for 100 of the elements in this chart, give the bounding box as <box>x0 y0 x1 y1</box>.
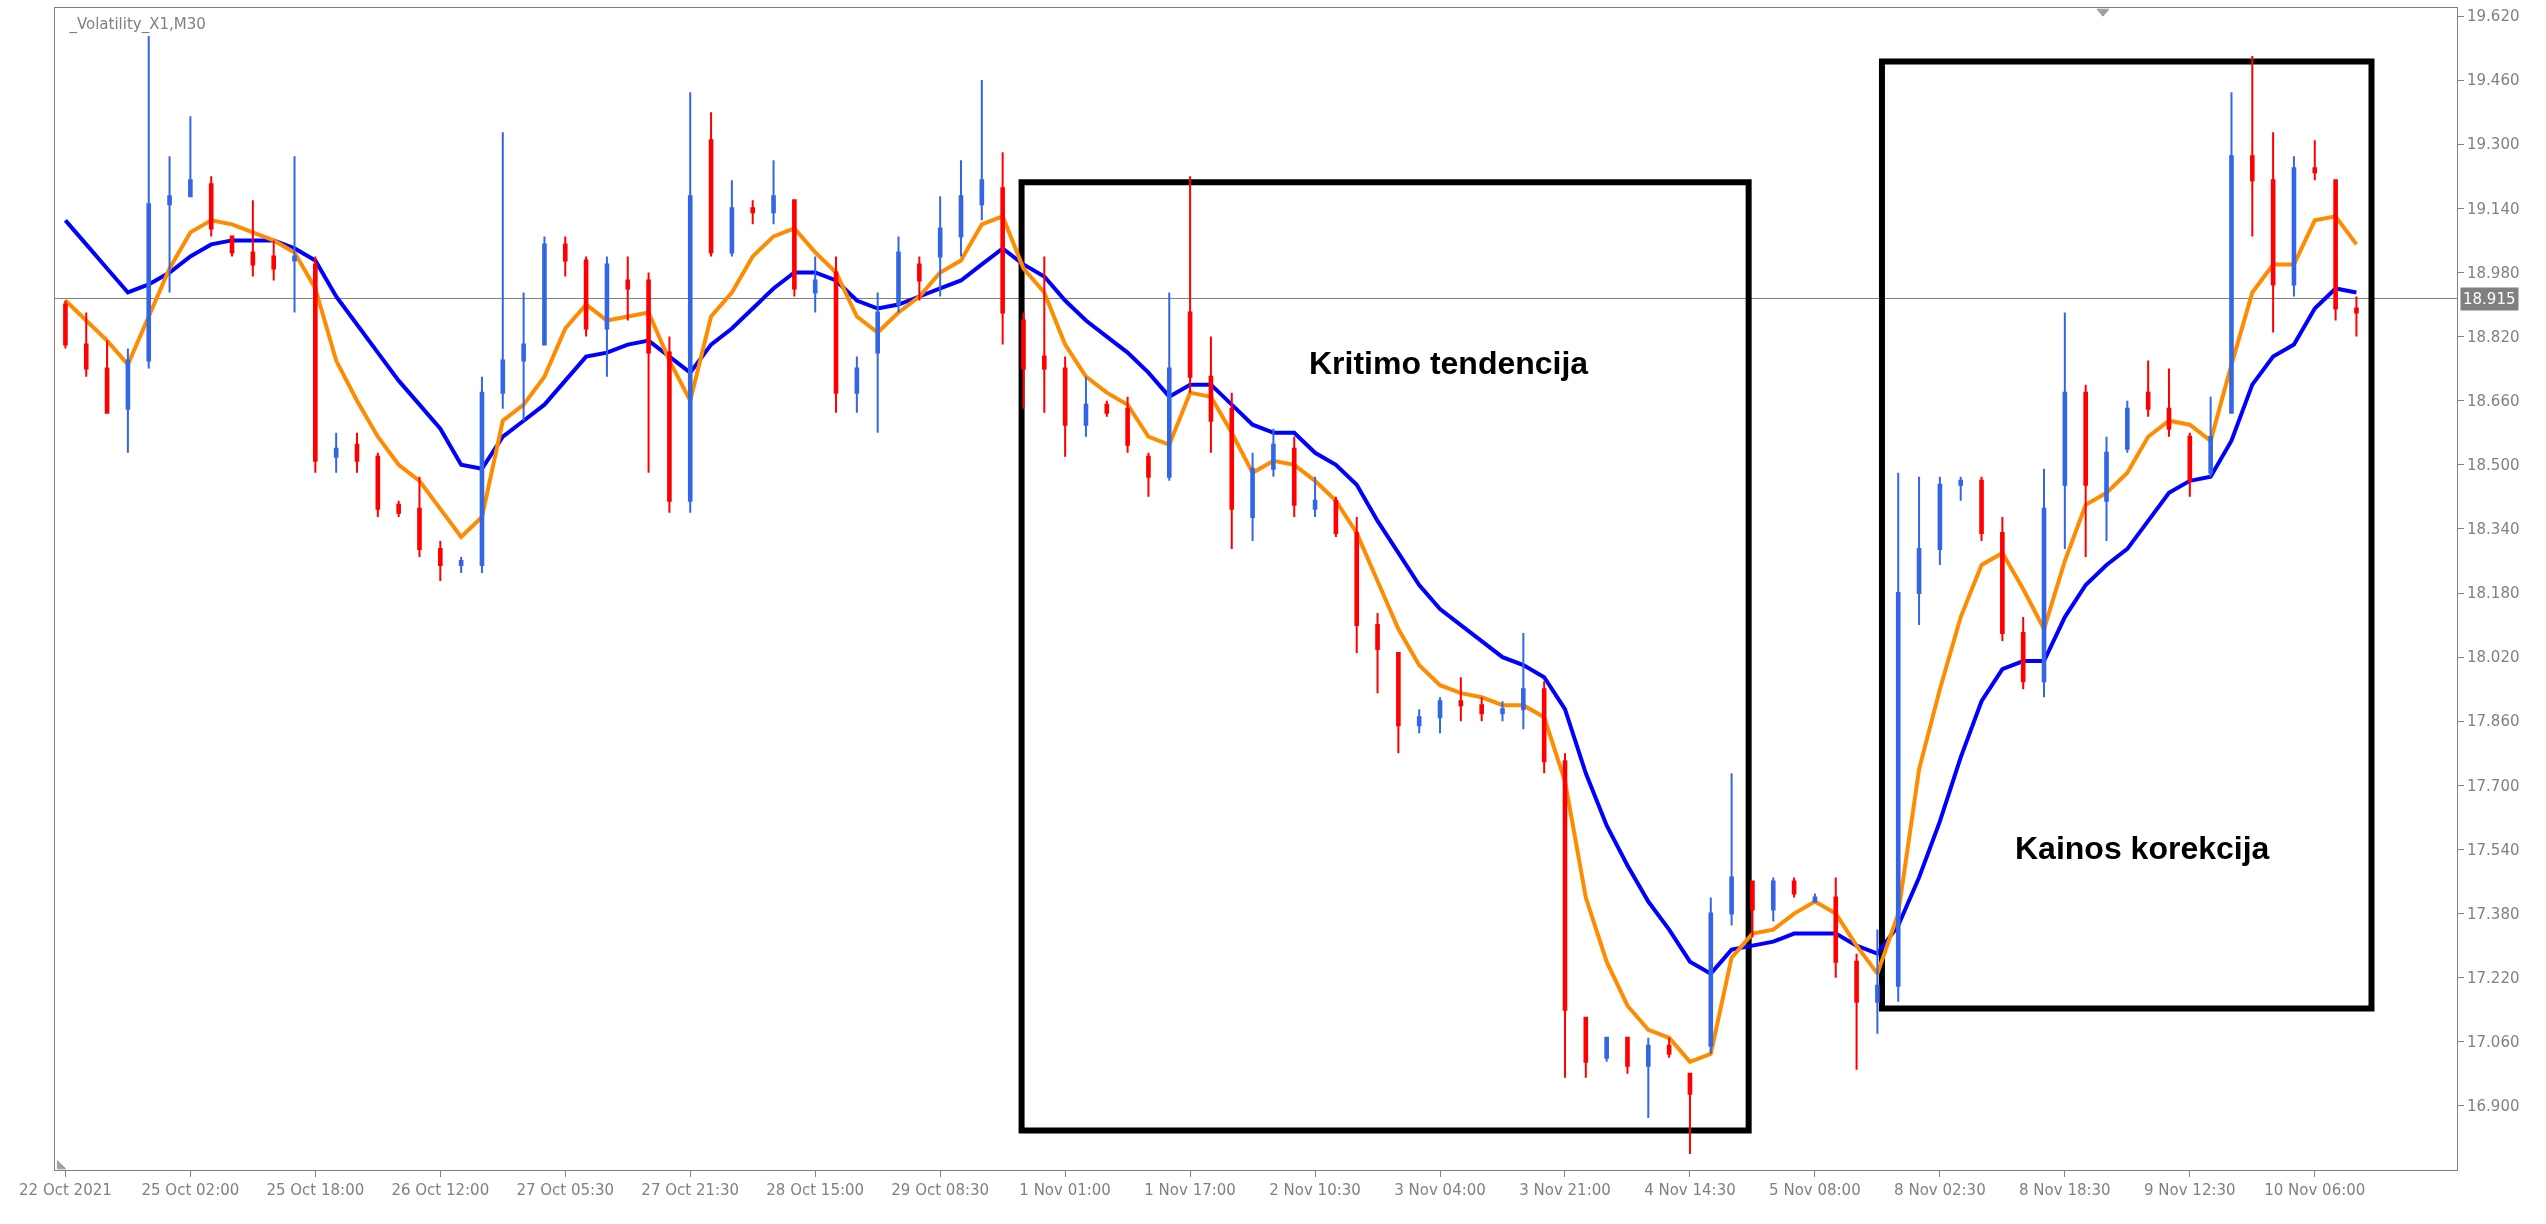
annotation: Kainos korekcija <box>2015 830 2270 866</box>
x-tick-label: 1 Nov 17:00 <box>1144 1181 1236 1199</box>
y-tick-label: 19.620 <box>2467 7 2520 26</box>
y-tick-label: 17.700 <box>2467 776 2520 795</box>
y-tick-label: 19.140 <box>2467 199 2520 218</box>
candlestick <box>2291 155 2297 298</box>
candlestick <box>104 339 110 414</box>
candlestick <box>1479 696 1484 723</box>
x-tick-label: 3 Nov 04:00 <box>1394 1181 1486 1199</box>
x-tick-label: 28 Oct 15:00 <box>766 1181 865 1199</box>
candlestick <box>2104 435 2109 542</box>
candlestick <box>1645 1036 1651 1119</box>
candlestick <box>1875 928 1880 1035</box>
x-tick-label: 4 Nov 14:30 <box>1644 1181 1736 1199</box>
candlestick <box>917 255 922 302</box>
candlestick <box>604 255 610 378</box>
candlestick <box>375 451 381 518</box>
candlestick <box>313 255 318 474</box>
candlestick <box>1354 515 1360 655</box>
candlestick <box>125 347 131 454</box>
candlestick <box>2187 431 2193 498</box>
candlestick <box>792 199 797 298</box>
candlestick <box>521 291 526 422</box>
candlestick <box>1041 255 1047 414</box>
candlestick <box>1250 451 1255 542</box>
candlestick <box>1312 475 1318 518</box>
x-tick-label: 9 Nov 12:30 <box>2144 1181 2236 1199</box>
text: _Volatility_X1,M30 <box>68 14 206 34</box>
candlestick <box>1146 451 1151 498</box>
ref-line-label: 18.915 <box>2463 290 2516 308</box>
candlestick <box>1291 435 1297 518</box>
y-tick-label: 17.380 <box>2467 904 2520 923</box>
x-tick-label: 22 Oct 2021 <box>19 1181 112 1199</box>
y-tick-label: 18.980 <box>2467 263 2520 282</box>
y-tick-label: 18.180 <box>2467 584 2520 603</box>
y-tick-label: 19.300 <box>2467 135 2520 154</box>
y-tick-label: 17.220 <box>2467 968 2520 987</box>
candlestick <box>1708 896 1714 1055</box>
candlestick <box>2125 399 2130 454</box>
candlestick <box>1229 391 1235 550</box>
candlestick <box>2312 139 2318 182</box>
x-tick-label: 25 Oct 18:00 <box>266 1181 365 1199</box>
candlestick <box>1687 1072 1693 1155</box>
candlestick <box>396 499 401 518</box>
candlestick <box>146 35 152 370</box>
x-tick-label: 10 Nov 06:00 <box>2264 1181 2366 1199</box>
candlestick <box>979 79 985 222</box>
candlestick <box>500 131 506 410</box>
candlestick <box>562 235 568 278</box>
candlestick <box>1937 475 1943 566</box>
candlestick <box>1187 175 1193 394</box>
y-tick-label: 18.500 <box>2467 456 2520 475</box>
candlestick <box>229 235 235 258</box>
candlestick <box>1208 335 1214 454</box>
candlestick <box>750 199 756 226</box>
candlestick <box>1104 399 1110 418</box>
candlestick <box>1666 1036 1672 1059</box>
candlestick <box>854 355 860 414</box>
candlestick <box>250 199 256 278</box>
candlestick <box>2000 515 2005 643</box>
candlestick <box>1895 471 1901 1003</box>
x-tick-label: 8 Nov 02:30 <box>1894 1181 1986 1199</box>
y-tick-label: 18.340 <box>2467 520 2520 539</box>
x-tick-label: 2 Nov 10:30 <box>1269 1181 1361 1199</box>
candlestick <box>2041 467 2047 699</box>
candlestick <box>812 255 818 314</box>
x-tick-label: 27 Oct 05:30 <box>516 1181 615 1199</box>
candlestick <box>625 255 631 322</box>
x-tick-label: 5 Nov 08:00 <box>1769 1181 1861 1199</box>
candlestick <box>417 475 422 558</box>
candlestick <box>1437 696 1443 735</box>
candlestick <box>167 155 172 294</box>
candlestick <box>188 115 193 198</box>
candlestick <box>1541 680 1547 775</box>
y-tick-label: 17.060 <box>2467 1033 2520 1052</box>
candlestick <box>583 255 589 338</box>
candlestick <box>1958 475 1964 502</box>
candlestick <box>2083 383 2088 558</box>
candlestick <box>833 255 839 414</box>
candlestick <box>1604 1036 1609 1063</box>
candlestick <box>2229 91 2234 414</box>
candlestick <box>63 299 68 350</box>
candlestick <box>542 235 547 346</box>
candlestick <box>896 235 901 314</box>
y-tick-label: 16.900 <box>2467 1097 2520 1116</box>
candlestick <box>333 431 339 474</box>
y-tick-label: 17.860 <box>2467 712 2520 731</box>
candlestick <box>1750 880 1755 939</box>
candlestick <box>1416 708 1422 735</box>
candlestick <box>958 159 964 258</box>
candlestick <box>1000 151 1005 346</box>
x-tick-label: 1 Nov 01:00 <box>1019 1181 1111 1199</box>
candlestick <box>292 155 297 314</box>
candlestick <box>1625 1036 1630 1075</box>
candlestick <box>1396 652 1401 755</box>
candlestick <box>1062 355 1068 458</box>
x-tick-label: 29 Oct 08:30 <box>891 1181 990 1199</box>
candlestick <box>458 555 464 574</box>
candlestick <box>1729 772 1734 927</box>
candlestick <box>1083 375 1089 438</box>
